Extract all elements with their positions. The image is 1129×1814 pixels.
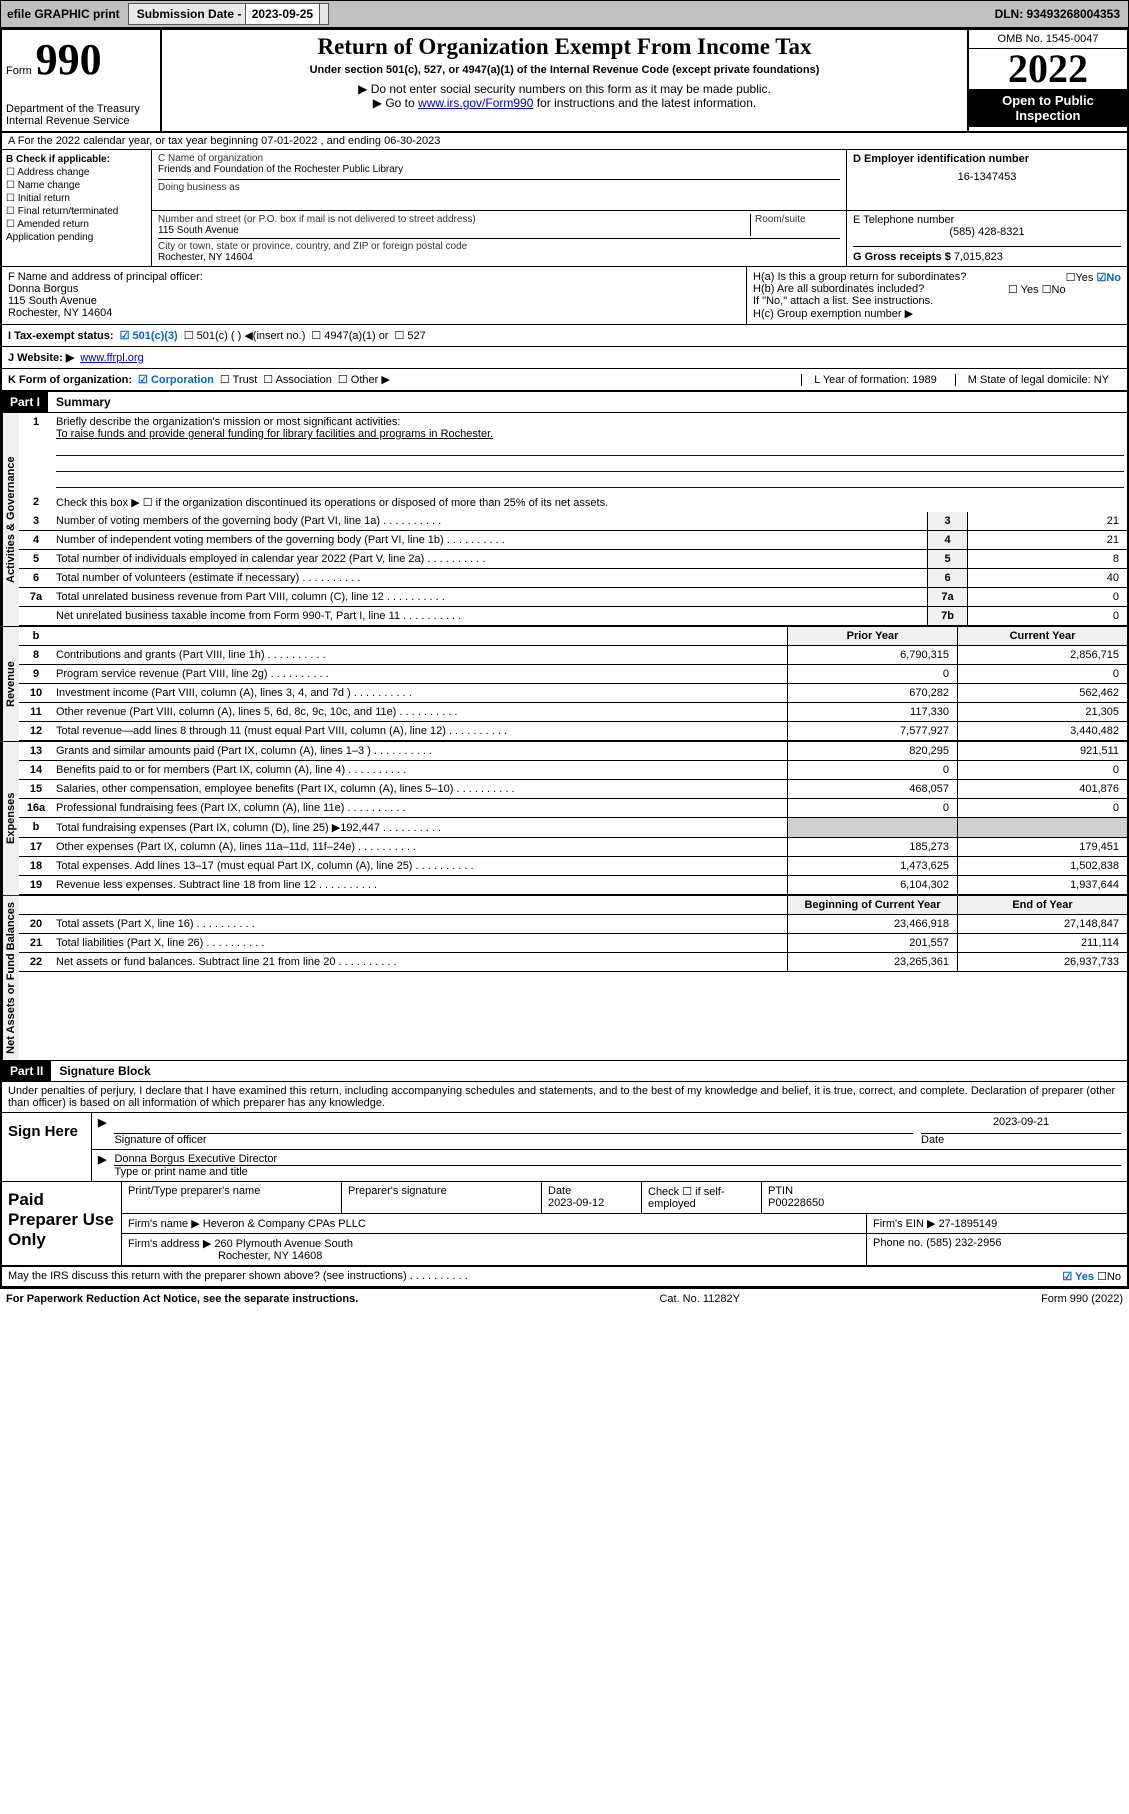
- vlabel-governance: Activities & Governance: [2, 413, 19, 626]
- chk-corp[interactable]: ☑ Corporation: [138, 373, 214, 386]
- chk-address-change[interactable]: ☐ Address change: [6, 167, 147, 178]
- year-box: OMB No. 1545-0047 2022 Open to Public In…: [967, 30, 1127, 131]
- table-row: 8Contributions and grants (Part VIII, li…: [19, 646, 1127, 665]
- part1-header: Part I Summary: [2, 392, 1127, 413]
- summary-row: 7aTotal unrelated business revenue from …: [19, 588, 1127, 607]
- section-k: K Form of organization: ☑ Corporation ☐ …: [2, 369, 1127, 392]
- form-id-box: Form 990 Department of the Treasury Inte…: [2, 30, 162, 131]
- form-title: Return of Organization Exempt From Incom…: [170, 34, 959, 60]
- discuss-no[interactable]: ☐No: [1097, 1271, 1121, 1283]
- vlabel-netassets: Net Assets or Fund Balances: [2, 896, 19, 1060]
- ha-no[interactable]: ☑No: [1096, 272, 1121, 284]
- chk-501c3[interactable]: ☑ 501(c)(3): [120, 329, 178, 342]
- summary-row: Net unrelated business taxable income fr…: [19, 607, 1127, 626]
- chk-initial-return[interactable]: ☐ Initial return: [6, 193, 147, 204]
- section-f: F Name and address of principal officer:…: [2, 267, 747, 324]
- col-headers: b Prior Year Current Year: [19, 627, 1127, 646]
- form-title-box: Return of Organization Exempt From Incom…: [162, 30, 967, 131]
- summary-row: 4Number of independent voting members of…: [19, 531, 1127, 550]
- table-row: 20Total assets (Part X, line 16)23,466,9…: [19, 915, 1127, 934]
- section-j: J Website: ▶ www.ffrpl.org: [2, 347, 1127, 369]
- summary-row: 3Number of voting members of the governi…: [19, 512, 1127, 531]
- table-row: 15Salaries, other compensation, employee…: [19, 780, 1127, 799]
- table-row: 9Program service revenue (Part VIII, lin…: [19, 665, 1127, 684]
- table-row: 22Net assets or fund balances. Subtract …: [19, 953, 1127, 972]
- chk-self-employed[interactable]: Check ☐ if self-employed: [642, 1182, 762, 1213]
- section-h: H(a) Is this a group return for subordin…: [747, 267, 1127, 324]
- summary-row: 6Total number of volunteers (estimate if…: [19, 569, 1127, 588]
- chk-final-return[interactable]: ☐ Final return/terminated: [6, 206, 147, 217]
- chk-name-change[interactable]: ☐ Name change: [6, 180, 147, 191]
- chk-app-pending[interactable]: Application pending: [6, 232, 147, 243]
- org-name-box: C Name of organization Friends and Found…: [152, 150, 847, 210]
- vlabel-expenses: Expenses: [2, 742, 19, 895]
- website-link[interactable]: www.ffrpl.org: [80, 352, 143, 364]
- form-number: 990: [36, 34, 102, 85]
- section-a: A For the 2022 calendar year, or tax yea…: [2, 133, 1127, 150]
- chk-trust[interactable]: ☐ Trust: [220, 373, 257, 386]
- section-i: I Tax-exempt status: ☑ 501(c)(3) ☐ 501(c…: [2, 325, 1127, 347]
- page-footer: For Paperwork Reduction Act Notice, see …: [0, 1289, 1129, 1309]
- table-row: bTotal fundraising expenses (Part IX, co…: [19, 818, 1127, 838]
- vlabel-revenue: Revenue: [2, 627, 19, 741]
- discuss-yes[interactable]: ☑ Yes: [1062, 1271, 1094, 1283]
- section-d: D Employer identification number 16-1347…: [847, 150, 1127, 210]
- na-headers: Beginning of Current Year End of Year: [19, 896, 1127, 915]
- chk-other[interactable]: ☐ Other ▶: [338, 373, 390, 386]
- table-row: 11Other revenue (Part VIII, column (A), …: [19, 703, 1127, 722]
- chk-527[interactable]: ☐ 527: [394, 329, 425, 342]
- form-990: Form 990 Department of the Treasury Inte…: [0, 28, 1129, 1289]
- chk-amended[interactable]: ☐ Amended return: [6, 219, 147, 230]
- summary-row: 5Total number of individuals employed in…: [19, 550, 1127, 569]
- part2-header: Part II Signature Block: [2, 1061, 1127, 1082]
- sign-here-block: Sign Here ▶ Signature of officer 2023-09…: [2, 1113, 1127, 1182]
- ha-yes[interactable]: ☐Yes: [1066, 272, 1094, 284]
- table-row: 14Benefits paid to or for members (Part …: [19, 761, 1127, 780]
- table-row: 19Revenue less expenses. Subtract line 1…: [19, 876, 1127, 895]
- paid-preparer-block: Paid Preparer Use Only Print/Type prepar…: [2, 1182, 1127, 1267]
- section-b: B Check if applicable: ☐ Address change …: [2, 150, 152, 266]
- table-row: 17Other expenses (Part IX, column (A), l…: [19, 838, 1127, 857]
- table-row: 12Total revenue—add lines 8 through 11 (…: [19, 722, 1127, 741]
- arrow-icon: ▶: [98, 1153, 106, 1178]
- top-toolbar: efile GRAPHIC print Submission Date - 20…: [0, 0, 1129, 28]
- table-row: 18Total expenses. Add lines 13–17 (must …: [19, 857, 1127, 876]
- table-row: 13Grants and similar amounts paid (Part …: [19, 742, 1127, 761]
- submission-button[interactable]: Submission Date - 2023-09-25: [128, 3, 329, 25]
- table-row: 21Total liabilities (Part X, line 26)201…: [19, 934, 1127, 953]
- table-row: 10Investment income (Part VIII, column (…: [19, 684, 1127, 703]
- arrow-icon: ▶: [98, 1116, 106, 1146]
- chk-4947[interactable]: ☐ 4947(a)(1) or: [311, 329, 388, 342]
- chk-501c[interactable]: ☐ 501(c) ( ) ◀(insert no.): [184, 329, 306, 342]
- table-row: 16aProfessional fundraising fees (Part I…: [19, 799, 1127, 818]
- discuss-row: May the IRS discuss this return with the…: [2, 1267, 1127, 1287]
- efile-label[interactable]: efile GRAPHIC print: [1, 4, 126, 24]
- perjury-declaration: Under penalties of perjury, I declare th…: [2, 1082, 1127, 1113]
- dln-label: DLN: 93493268004353: [987, 4, 1128, 24]
- chk-assoc[interactable]: ☐ Association: [263, 373, 332, 386]
- instructions-link[interactable]: www.irs.gov/Form990: [418, 96, 533, 110]
- hb-yesno[interactable]: ☐ Yes ☐No: [1008, 283, 1066, 296]
